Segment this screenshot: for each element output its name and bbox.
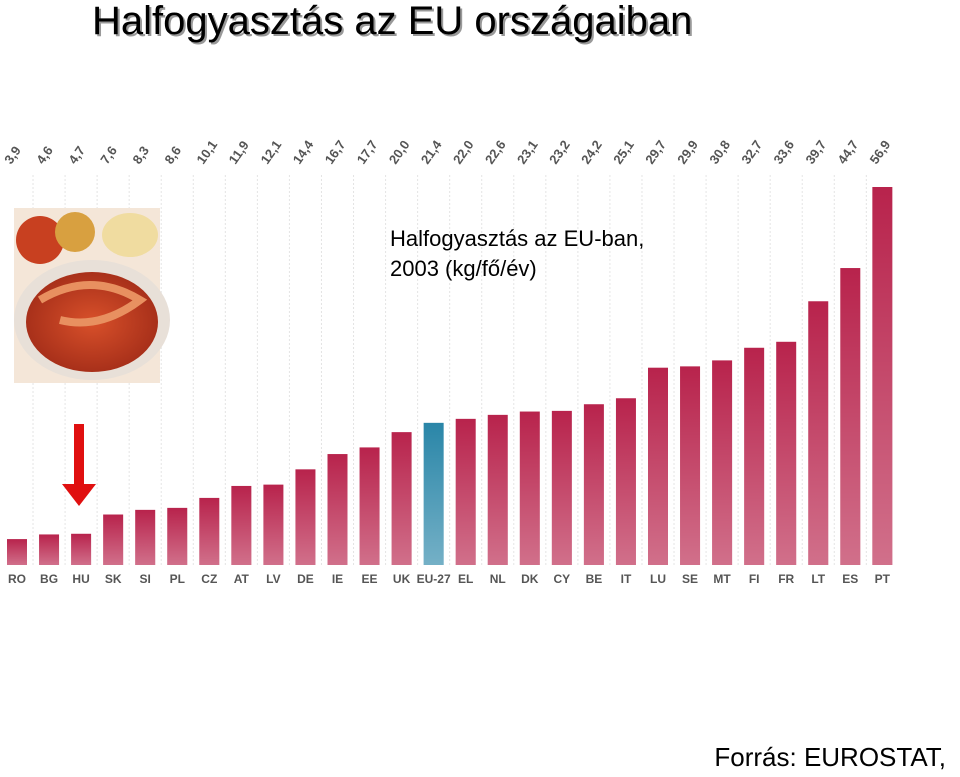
category-label: SI xyxy=(140,572,151,586)
category-label: IE xyxy=(332,572,343,586)
arrow xyxy=(62,424,96,506)
value-label: 11,9 xyxy=(226,138,252,167)
bar-shade xyxy=(167,507,188,565)
bar-shade xyxy=(648,367,668,565)
category-label: MT xyxy=(713,572,731,586)
bar-shade xyxy=(680,366,701,565)
value-label: 22,0 xyxy=(450,137,477,166)
bar-shade xyxy=(231,485,252,565)
value-label: 23,1 xyxy=(514,137,541,166)
category-label: FR xyxy=(778,572,794,586)
category-label: CY xyxy=(554,572,571,586)
category-label: UK xyxy=(393,572,411,586)
category-label: EU-27 xyxy=(417,572,451,586)
category-label: DE xyxy=(297,572,314,586)
value-label: 7,6 xyxy=(97,143,120,166)
bar-shade xyxy=(327,454,348,565)
bar-shade xyxy=(295,469,316,565)
food-image xyxy=(14,208,170,383)
category-label: LT xyxy=(811,572,825,586)
bar-shade xyxy=(712,360,733,565)
category-label: LU xyxy=(650,572,666,586)
value-label: 29,9 xyxy=(674,137,701,166)
category-label: BE xyxy=(586,572,603,586)
value-label: 16,7 xyxy=(322,137,349,166)
value-label: 21,4 xyxy=(418,137,445,167)
category-label: EE xyxy=(362,572,378,586)
bar-shade xyxy=(776,341,797,565)
category-label: EL xyxy=(458,572,473,586)
bar-shade xyxy=(423,422,444,565)
category-label: SE xyxy=(682,572,698,586)
value-label: 12,1 xyxy=(258,137,285,166)
bar-shade xyxy=(359,447,380,565)
bar-shade xyxy=(808,301,829,565)
category-label: LV xyxy=(266,572,280,586)
bar-shade xyxy=(39,534,60,565)
bar-shade xyxy=(103,514,124,565)
category-label: PT xyxy=(875,572,891,586)
value-label: 44,7 xyxy=(834,137,861,166)
value-label: 14,4 xyxy=(290,137,317,167)
chart-title: Halfogyasztás az EU országaiban xyxy=(92,0,692,43)
bar-shade xyxy=(7,539,27,565)
value-label: 56,9 xyxy=(867,137,894,166)
subtitle: 2003 (kg/fő/év) xyxy=(390,256,537,281)
bar-shade xyxy=(391,432,412,565)
category-label: CZ xyxy=(201,572,217,586)
bar-shade xyxy=(519,411,540,565)
value-label: 4,7 xyxy=(65,143,88,166)
value-label: 33,6 xyxy=(770,137,797,166)
value-label: 4,6 xyxy=(33,143,56,166)
value-label: 20,0 xyxy=(386,137,413,166)
value-label: 29,7 xyxy=(642,137,669,166)
bar-shade xyxy=(872,187,893,565)
value-label: 24,2 xyxy=(578,137,605,166)
bar-shade xyxy=(135,509,156,565)
category-label: IT xyxy=(621,572,632,586)
value-label: 39,7 xyxy=(802,137,829,166)
source: Forrás: EUROSTAT, xyxy=(714,742,946,772)
category-label: FI xyxy=(749,572,760,586)
category-label: DK xyxy=(521,572,539,586)
value-label: 3,9 xyxy=(1,143,24,166)
bar-shade xyxy=(71,533,92,565)
category-label: AT xyxy=(234,572,250,586)
bar-shade xyxy=(455,418,476,565)
value-label: 30,8 xyxy=(706,137,733,166)
bar-shade xyxy=(551,410,572,565)
category-label: BG xyxy=(40,572,58,586)
bar-shade xyxy=(840,268,861,565)
value-label: 10,1 xyxy=(193,137,220,166)
value-label: 8,3 xyxy=(129,143,152,166)
value-label: 22,6 xyxy=(482,137,509,166)
category-label: PL xyxy=(170,572,185,586)
bar-shade xyxy=(487,414,508,565)
bar-shade xyxy=(744,347,765,565)
subtitle: Halfogyasztás az EU-ban, xyxy=(390,226,644,251)
bar-shade xyxy=(263,484,284,565)
value-label: 32,7 xyxy=(738,137,765,166)
category-label: SK xyxy=(105,572,122,586)
bar-shade xyxy=(583,404,604,565)
value-label: 25,1 xyxy=(610,137,637,166)
category-label: RO xyxy=(8,572,26,586)
category-label: ES xyxy=(842,572,858,586)
bar-shade xyxy=(199,497,220,565)
category-label: NL xyxy=(490,572,506,586)
value-label: 17,7 xyxy=(354,137,381,166)
value-label: 8,6 xyxy=(161,143,184,166)
category-label: HU xyxy=(72,572,89,586)
value-label: 23,2 xyxy=(546,137,573,166)
title-shadow: Halfogyasztás az EU országaiban xyxy=(94,1,694,45)
bar-shade xyxy=(615,398,636,565)
